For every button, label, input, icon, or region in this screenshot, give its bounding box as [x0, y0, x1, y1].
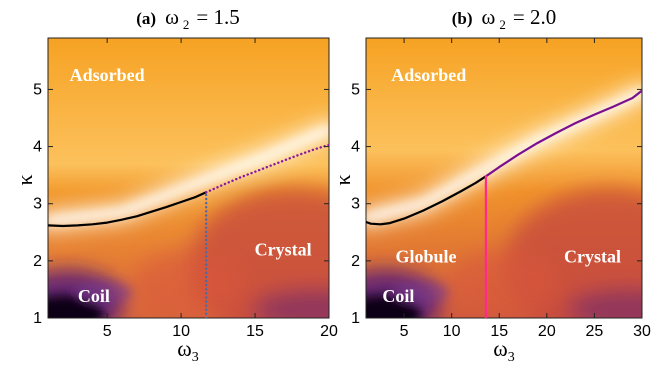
panel-a-heatmap [48, 38, 329, 318]
y-tick-label: 2 [351, 253, 360, 270]
panel-a-ylabel: κ [12, 174, 37, 185]
region-label-adsorbed: Adsorbed [70, 65, 145, 85]
y-tick-label: 1 [33, 310, 42, 327]
y-tick-label: 3 [33, 196, 42, 213]
panel-a-xlabel: ω3 [177, 336, 198, 365]
region-label-coil: Coil [78, 286, 110, 306]
panel-a-title: (a) ω 2 = 1.5 [136, 5, 240, 33]
panel-b-title-symbol: ω [482, 5, 496, 29]
y-tick-label: 5 [33, 81, 42, 98]
panel-b-heatmap [366, 38, 642, 318]
x-tick-label: 10 [172, 323, 190, 340]
panel-a-title-subscript: 2 [183, 17, 190, 32]
x-tick-label: 10 [443, 323, 461, 340]
x-tick-label: 20 [538, 323, 556, 340]
x-tick-label: 15 [246, 323, 264, 340]
panel-b-title-subscript: 2 [499, 17, 506, 32]
boundary-line [484, 89, 642, 178]
y-tick-label: 4 [351, 139, 360, 156]
panel-b-title: (b) ω 2 = 2.0 [452, 5, 556, 33]
region-label-crystal: Crystal [564, 247, 621, 267]
panel-b-tag: (b) [452, 9, 473, 28]
region-label-coil: Coil [382, 286, 414, 306]
panel-b-ylabel: κ [330, 174, 355, 185]
region-label-globule: Globule [395, 247, 456, 267]
x-tick-label: 30 [633, 323, 651, 340]
panel-b-frame [365, 37, 643, 319]
y-tick-label: 2 [33, 253, 42, 270]
x-tick-label: 15 [490, 323, 508, 340]
panel-a-frame [47, 37, 330, 319]
panel-a-title-symbol: ω [165, 5, 179, 29]
x-tick-label: 25 [586, 323, 604, 340]
x-tick-label: 5 [400, 323, 409, 340]
y-tick-label: 3 [351, 196, 360, 213]
y-tick-label: 4 [33, 139, 42, 156]
boundary-line [366, 175, 487, 226]
boundary-line [48, 191, 208, 228]
region-label-crystal: Crystal [255, 239, 312, 259]
panel-b: (b) ω 2 = 2.0 Adsorbed Globule Crystal Coil… [330, 5, 651, 365]
region-label-adsorbed: Adsorbed [391, 65, 466, 85]
boundary-line [204, 143, 329, 194]
panel-b-xlabel: ω3 [493, 336, 514, 365]
x-tick-label: 20 [320, 323, 338, 340]
y-tick-label: 1 [351, 310, 360, 327]
panel-b-title-value: = 2.0 [513, 5, 556, 29]
x-tick-label: 5 [103, 323, 112, 340]
y-tick-label: 5 [351, 81, 360, 98]
panel-a-title-value: = 1.5 [196, 5, 239, 29]
panel-a-tag: (a) [136, 9, 156, 28]
